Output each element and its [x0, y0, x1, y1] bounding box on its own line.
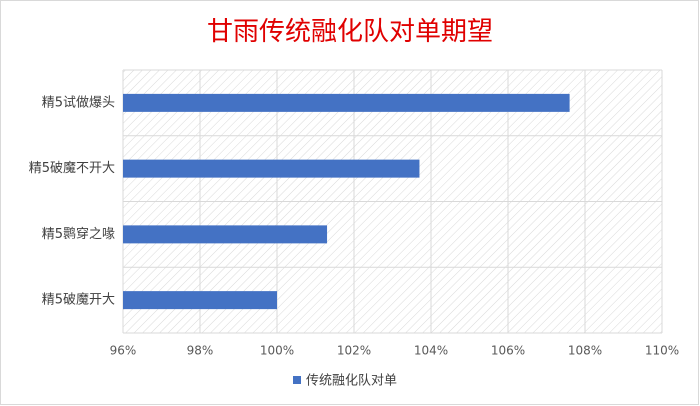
- y-tick-label: 精5破魔开大: [42, 293, 115, 308]
- bar: [123, 159, 420, 178]
- chart-title: 甘雨传统融化队对单期望: [207, 17, 493, 46]
- x-tick-label: 110%: [645, 344, 679, 358]
- y-tick-label: 精5试做爆头: [42, 95, 115, 110]
- x-tick-label: 102%: [337, 344, 371, 358]
- x-tick-label: 96%: [110, 344, 137, 358]
- y-tick-label: 精5鹮穿之喙: [42, 226, 115, 242]
- bar: [123, 291, 277, 310]
- bar: [123, 93, 570, 112]
- x-tick-label: 100%: [260, 344, 294, 358]
- bar: [123, 225, 328, 244]
- x-tick-label: 106%: [491, 344, 525, 358]
- x-tick-label: 104%: [414, 344, 448, 358]
- x-tick-label: 108%: [568, 344, 602, 358]
- legend-swatch: [293, 376, 301, 384]
- legend-label: 传统融化队对单: [306, 374, 397, 389]
- y-tick-label: 精5破魔不开大: [29, 161, 115, 176]
- x-tick-label: 98%: [187, 344, 214, 358]
